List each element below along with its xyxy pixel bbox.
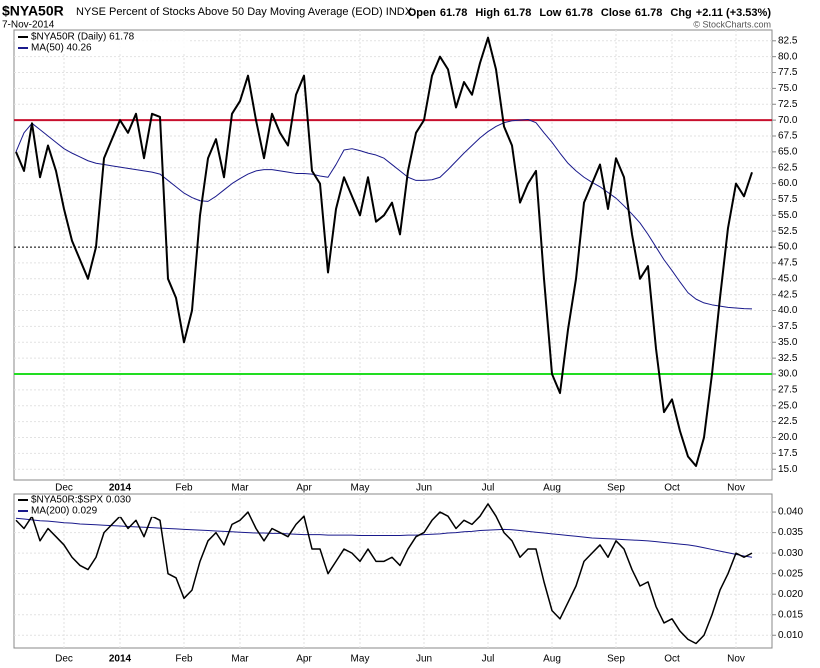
plot-frame: [13, 493, 773, 649]
y-tick-label: 57.5: [778, 194, 798, 205]
y-tick-label: 25.0: [778, 400, 798, 411]
x-tick-label: Nov: [727, 654, 745, 665]
y-tick-label: 30.0: [778, 369, 798, 380]
y-tick-label: 17.5: [778, 448, 798, 459]
plot-frame: [13, 29, 773, 481]
x-tick-label: 2014: [109, 483, 132, 494]
y-tick-label: 50.0: [778, 242, 798, 253]
stat-label: Close: [601, 7, 631, 19]
stat-value: 61.78: [635, 7, 663, 19]
symbol: $NYA50R: [2, 3, 64, 19]
y-tick-label: 65.0: [778, 147, 798, 158]
y-tick-label: 35.0: [778, 337, 798, 348]
series-line: [15, 503, 753, 645]
x-tick-label: Dec: [55, 654, 73, 665]
stat-label: Open: [408, 7, 436, 19]
y-tick-label: 82.5: [778, 35, 798, 46]
x-tick-label: Mar: [231, 654, 249, 665]
stats: Open 61.78 High 61.78 Low 61.78 Close 61.78 Chg +…: [408, 7, 772, 19]
x-tick-label: Sep: [607, 654, 625, 665]
stat-label: High: [475, 7, 500, 19]
y-tick-label: 40.0: [778, 305, 798, 316]
legend-label: $NYA50R (Daily) 61.78: [31, 32, 135, 43]
y-tick-label: 27.5: [778, 385, 798, 396]
legend-label: $NYA50R:$SPX 0.030: [31, 495, 131, 506]
x-tick-label: Oct: [664, 654, 680, 665]
x-tick-label: Feb: [175, 483, 193, 494]
y-tick-label: 22.5: [778, 416, 798, 427]
x-tick-label: Jun: [416, 483, 432, 494]
legend-label: MA(200) 0.029: [31, 506, 98, 517]
x-tick-label: Aug: [543, 654, 561, 665]
x-tick-label: Jun: [416, 654, 432, 665]
legend-bg: [15, 32, 190, 43]
y-tick-label: 75.0: [778, 83, 798, 94]
x-tick-label: Sep: [607, 483, 625, 494]
x-tick-label: 2014: [109, 654, 132, 665]
y-tick-label: 15.0: [778, 464, 798, 475]
x-tick-label: Oct: [664, 483, 680, 494]
y-tick-label: 60.0: [778, 178, 798, 189]
y-tick-label: 0.015: [778, 609, 803, 620]
y-tick-label: 0.010: [778, 630, 803, 641]
x-tick-label: Apr: [296, 654, 312, 665]
y-tick-label: 80.0: [778, 51, 798, 62]
y-tick-label: 77.5: [778, 67, 798, 78]
series-line: [15, 36, 753, 468]
x-tick-label: Mar: [231, 483, 249, 494]
stat-value: 61.78: [504, 7, 532, 19]
y-tick-label: 55.0: [778, 210, 798, 221]
y-tick-label: 37.5: [778, 321, 798, 332]
y-tick-label: 0.040: [778, 507, 803, 518]
y-tick-label: 52.5: [778, 226, 798, 237]
x-tick-label: Jul: [482, 654, 495, 665]
y-tick-label: 20.0: [778, 432, 798, 443]
y-tick-label: 70.0: [778, 115, 798, 126]
x-tick-label: Feb: [175, 654, 193, 665]
y-tick-label: 0.035: [778, 527, 803, 538]
y-tick-label: 72.5: [778, 99, 798, 110]
x-tick-label: Jul: [482, 483, 495, 494]
x-tick-label: May: [351, 483, 370, 494]
description: NYSE Percent of Stocks Above 50 Day Movi…: [76, 6, 413, 18]
y-tick-label: 32.5: [778, 353, 798, 364]
x-tick-label: May: [351, 654, 370, 665]
y-tick-label: 42.5: [778, 289, 798, 300]
legend-bg: [15, 43, 190, 54]
legend-label: MA(50) 40.26: [31, 43, 92, 54]
y-tick-label: 67.5: [778, 131, 798, 142]
legend-bg: [15, 506, 190, 517]
y-tick-label: 0.020: [778, 589, 803, 600]
x-tick-label: Nov: [727, 483, 745, 494]
legend-bg: [15, 495, 190, 506]
y-tick-label: 45.0: [778, 273, 798, 284]
y-tick-label: 0.025: [778, 568, 803, 579]
stat-label: Chg: [670, 7, 691, 19]
x-tick-label: Aug: [543, 483, 561, 494]
stat-value: +2.11 (+3.53%): [696, 7, 772, 19]
stat-value: 61.78: [440, 7, 468, 19]
date: 7-Nov-2014: [2, 20, 55, 31]
y-tick-label: 47.5: [778, 258, 798, 269]
stat-label: Low: [539, 7, 561, 19]
copyright: © StockCharts.com: [693, 19, 771, 29]
stat-value: 61.78: [565, 7, 593, 19]
y-tick-label: 0.030: [778, 548, 803, 559]
x-tick-label: Apr: [296, 483, 312, 494]
x-tick-label: Dec: [55, 483, 73, 494]
y-tick-label: 62.5: [778, 162, 798, 173]
